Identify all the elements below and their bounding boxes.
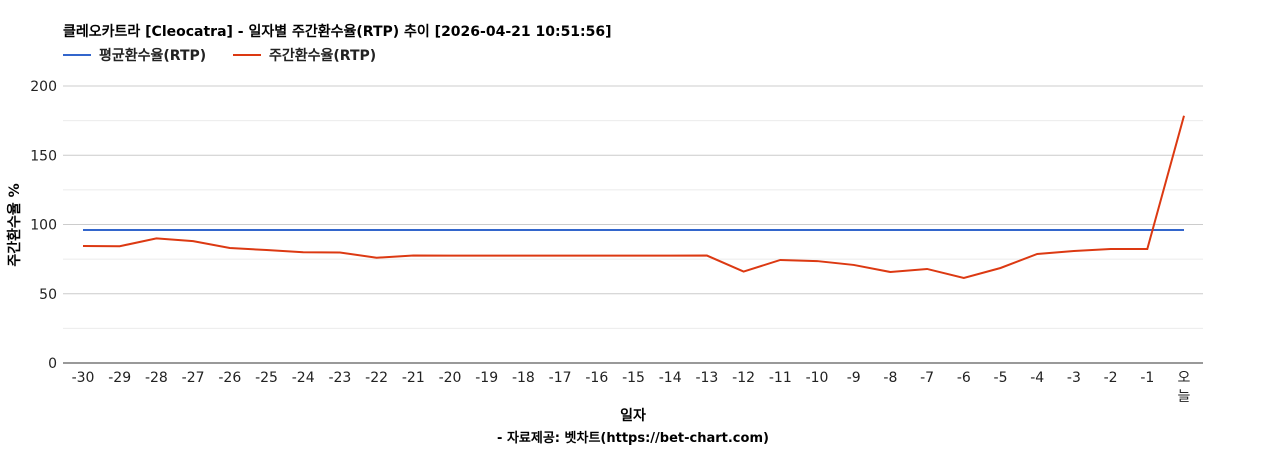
x-tick-label: -12 — [732, 370, 755, 386]
x-tick-label: -6 — [957, 370, 971, 386]
series-lines — [82, 115, 1185, 279]
x-tick-label: -23 — [328, 370, 351, 386]
x-tick-label: -5 — [994, 370, 1008, 386]
x-tick-label: -9 — [847, 370, 861, 386]
footer-credit: - 자료제공: 벳차트(https://bet-chart.com) — [497, 430, 769, 446]
x-tick-label: -18 — [512, 370, 535, 386]
x-tick-label: -11 — [769, 370, 792, 386]
x-tick-label: -15 — [622, 370, 645, 386]
y-tick-label: 100 — [30, 218, 57, 234]
legend: 평균환수율(RTP) 주간환수율(RTP) — [63, 47, 376, 64]
x-tick-label: 늘 — [1178, 389, 1191, 405]
series-line-1 — [82, 115, 1185, 279]
y-axis-ticks: 0 50 100 150 200 — [30, 79, 57, 372]
x-tick-label: -26 — [218, 370, 241, 386]
x-tick-label: -24 — [292, 370, 315, 386]
x-axis-label: 일자 — [620, 408, 646, 424]
chart-title: 클레오카트라 [Cleocatra] - 일자별 주간환수율(RTP) 추이 [… — [63, 23, 612, 40]
x-tick-label: -19 — [475, 370, 498, 386]
x-tick-label: -10 — [806, 370, 829, 386]
y-tick-label: 0 — [48, 356, 57, 372]
x-tick-label: -1 — [1140, 370, 1154, 386]
x-tick-label: -8 — [883, 370, 897, 386]
y-tick-label: 50 — [39, 287, 57, 303]
x-tick-label: -21 — [402, 370, 425, 386]
x-tick-label: -16 — [585, 370, 608, 386]
y-tick-label: 150 — [30, 148, 57, 164]
x-tick-label: -22 — [365, 370, 388, 386]
x-tick-label: -25 — [255, 370, 278, 386]
x-tick-label: -4 — [1030, 370, 1044, 386]
legend-label: 평균환수율(RTP) — [99, 47, 206, 64]
gridlines — [63, 85, 1203, 364]
y-axis-label: 주간환수율 % — [6, 183, 23, 266]
x-tick-label: -7 — [920, 370, 934, 386]
x-tick-label: -28 — [145, 370, 168, 386]
x-tick-label: 오 — [1178, 370, 1191, 386]
x-tick-label: -27 — [182, 370, 205, 386]
x-tick-label: -13 — [695, 370, 718, 386]
x-tick-label: -30 — [72, 370, 95, 386]
x-tick-label: -2 — [1104, 370, 1118, 386]
y-tick-label: 200 — [30, 79, 57, 95]
x-tick-label: -17 — [549, 370, 572, 386]
x-tick-label: -14 — [659, 370, 682, 386]
x-tick-label: -20 — [439, 370, 462, 386]
x-axis-ticks: -30 -29 -28 -27 -26 -25 -24 -23 -22 -21 -20 -19 -18-… — [72, 370, 1191, 405]
x-tick-label: -29 — [108, 370, 131, 386]
legend-label: 주간환수율(RTP) — [269, 47, 376, 64]
x-tick-label: -3 — [1067, 370, 1081, 386]
